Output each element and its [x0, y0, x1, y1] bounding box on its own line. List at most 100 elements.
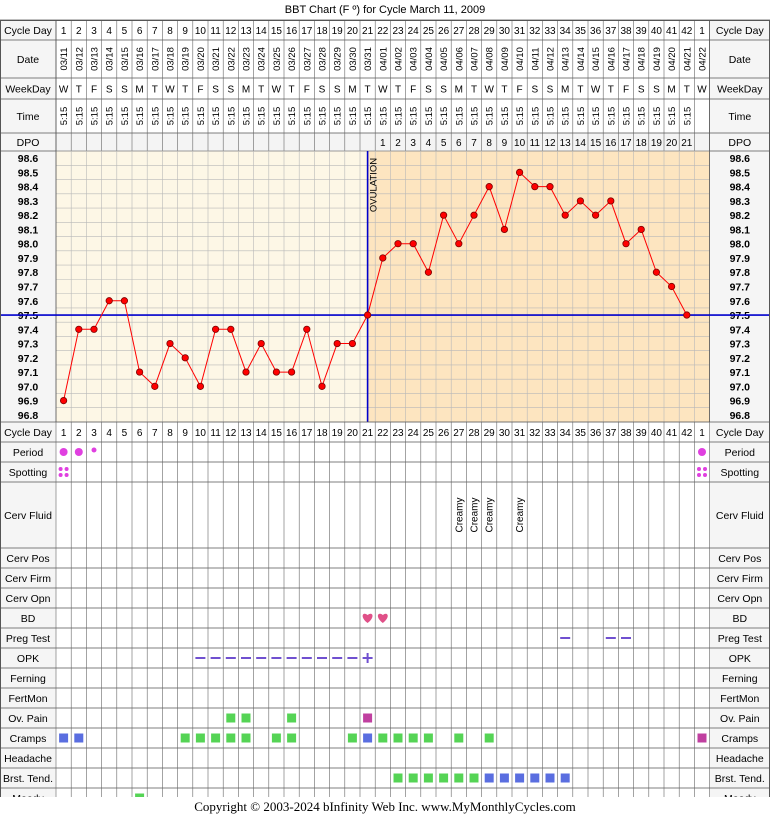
dpo-cell: 20 — [666, 138, 678, 149]
cycle-day-cell: 8 — [167, 428, 173, 439]
symptom-square — [545, 773, 555, 783]
row-label-right-cycle-day: Cycle Day — [716, 25, 765, 37]
time-cell: 5:15 — [90, 107, 101, 126]
cycle-day-cell: 30 — [499, 428, 511, 439]
time-cell: 5:15 — [561, 107, 572, 126]
cycle-day-cell: 7 — [152, 428, 158, 439]
time-cell: 5:15 — [637, 107, 648, 126]
period-dot — [698, 448, 706, 456]
cycle-day-cell: 38 — [620, 26, 632, 37]
temperature-point — [622, 240, 630, 248]
weekday-cell: T — [76, 85, 82, 96]
time-cell: 5:15 — [485, 107, 496, 126]
cycle-day-cell: 33 — [544, 26, 556, 37]
symptom-square — [484, 773, 494, 783]
date-cell: 04/02 — [394, 47, 405, 71]
row-label-right-moody: Moody — [724, 793, 756, 797]
row-label-right-opk: OPK — [729, 653, 751, 665]
cycle-day-cell: 36 — [590, 428, 602, 439]
cycle-day-cell: 10 — [195, 428, 207, 439]
dash-mark — [317, 657, 327, 659]
row-label-fertmon: FertMon — [8, 693, 47, 705]
cycle-day-cell: 39 — [636, 428, 648, 439]
spotting-dot — [58, 467, 63, 471]
time-cell: 5:15 — [652, 107, 663, 126]
temperature-point — [531, 183, 539, 191]
weekday-cell: S — [425, 85, 432, 96]
cycle-day-cell: 19 — [332, 26, 344, 37]
row-label-cycle-day: Cycle Day — [4, 25, 53, 37]
weekday-cell: S — [334, 85, 341, 96]
cycle-day-cell: 22 — [377, 26, 389, 37]
y-tick-label: 98.0 — [18, 239, 39, 251]
time-cell: 5:15 — [333, 107, 344, 126]
symptom-square — [378, 733, 388, 743]
symptom-square — [135, 793, 145, 797]
dpo-cell: 11 — [530, 138, 541, 149]
row-label-right-cerv-pos: Cerv Pos — [718, 553, 761, 565]
date-cell: 04/21 — [682, 47, 693, 71]
date-cell: 03/30 — [348, 47, 359, 71]
dash-mark — [271, 657, 282, 659]
cycle-day-cell: 15 — [271, 428, 283, 439]
cycle-day-cell: 11 — [210, 26, 221, 37]
temperature-point — [120, 297, 129, 305]
time-cell: 5:15 — [135, 107, 146, 126]
temperature-point — [424, 268, 432, 276]
date-cell: 03/24 — [257, 47, 268, 71]
cycle-day-cell: 4 — [106, 26, 112, 37]
weekday-cell: T — [289, 85, 295, 96]
date-cell: 04/03 — [409, 47, 420, 71]
weekday-cell: W — [272, 85, 282, 96]
temperature-point — [591, 211, 600, 219]
temperature-point — [75, 325, 83, 333]
cycle-day-cell: 31 — [514, 26, 526, 37]
symptom-square — [484, 733, 494, 743]
time-cell: 5:15 — [226, 107, 237, 126]
temperature-point — [667, 282, 676, 291]
y-tick-label: 98.1 — [18, 224, 39, 236]
symptom-square — [393, 773, 403, 783]
date-cell: 03/11 — [59, 47, 70, 70]
cycle-day-cell: 6 — [137, 26, 143, 37]
cycle-day-cell: 17 — [301, 428, 313, 439]
cycle-day-cell: 39 — [636, 26, 648, 37]
symptom-square — [560, 773, 570, 783]
row-label-cycle-day-bottom: Cycle Day — [4, 427, 53, 439]
cycle-day-cell: 25 — [423, 428, 435, 439]
time-cell: 5:15 — [454, 107, 465, 126]
y-tick-label: 97.6 — [18, 296, 39, 308]
date-cell: 04/14 — [576, 47, 587, 71]
cycle-day-cell: 11 — [210, 428, 221, 439]
y-tick-label-right: 98.4 — [730, 182, 751, 194]
symptom-square — [287, 713, 297, 723]
cerv-fluid-entry: Creamy — [515, 497, 526, 532]
cycle-day-cell: 18 — [316, 428, 328, 439]
date-cell: 03/25 — [272, 47, 283, 71]
weekday-cell: M — [348, 85, 356, 96]
time-cell: 5:15 — [576, 107, 587, 126]
period-dot-small — [91, 447, 97, 453]
row-label-cerv-pos: Cerv Pos — [6, 553, 49, 565]
time-cell: 5:15 — [394, 107, 405, 126]
ovulation-label: OVULATION — [369, 158, 380, 212]
date-cell: 03/14 — [105, 47, 116, 71]
temperature-point — [303, 325, 311, 333]
cycle-day-cell: 1 — [61, 428, 67, 439]
symptom-square — [454, 773, 464, 783]
cycle-day-cell: 7 — [152, 26, 158, 37]
date-cell: 04/18 — [637, 47, 648, 71]
weekday-cell: W — [165, 85, 175, 96]
weekday-cell: F — [517, 85, 523, 96]
row-label-dpo: DPO — [17, 137, 40, 149]
spotting-dot — [58, 473, 63, 477]
y-tick-label: 97.5 — [18, 310, 39, 322]
cerv-fluid-entry: Creamy — [485, 497, 496, 532]
cycle-day-cell: 1 — [61, 26, 67, 37]
temperature-point — [212, 325, 220, 333]
cycle-day-cell: 41 — [666, 26, 678, 37]
date-cell: 04/09 — [500, 47, 511, 71]
date-cell: 03/16 — [135, 47, 146, 71]
dash-mark — [621, 637, 631, 639]
symptom-square — [499, 773, 509, 783]
